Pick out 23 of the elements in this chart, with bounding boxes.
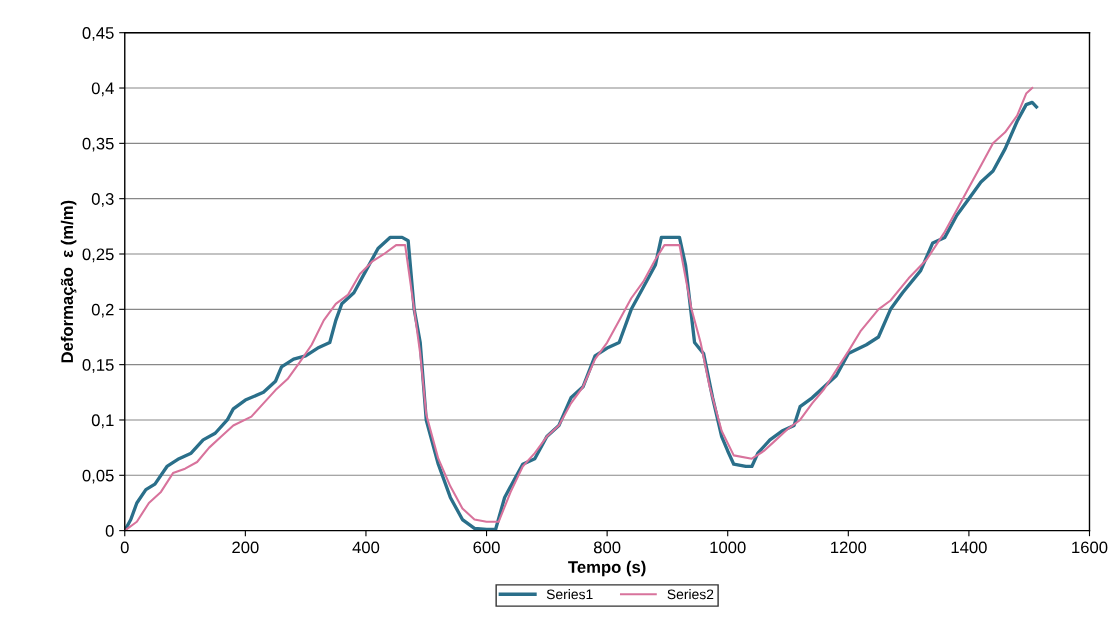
- x-axis-title: Tempo (s): [568, 560, 646, 577]
- x-tick-label: 200: [232, 541, 259, 554]
- x-tick-label: 1200: [831, 541, 867, 554]
- y-tick-label: 0: [105, 525, 114, 537]
- x-tick-label: 0: [120, 541, 129, 554]
- y-tick-label: 0,3: [91, 193, 114, 207]
- y-axis-title: Deformação ε (m/m): [60, 200, 77, 363]
- y-tick-label: 0,2: [91, 303, 114, 318]
- y-tick-label: 0,45: [82, 27, 114, 41]
- y-tick-label: 0,1: [91, 414, 114, 429]
- y-tick-label: 0,05: [82, 469, 114, 484]
- x-tick-label: 800: [593, 541, 621, 554]
- x-tick-label: 1000: [710, 541, 746, 554]
- y-tick-label: 0,25: [82, 248, 114, 263]
- y-tick-label: 0,15: [82, 359, 114, 373]
- y-tick-label: 0,4: [91, 82, 114, 97]
- y-tick-label: 0,35: [82, 137, 114, 152]
- x-tick-label: 1600: [1072, 541, 1108, 554]
- x-tick-label: 600: [473, 541, 500, 554]
- x-tick-label: 1400: [951, 541, 987, 554]
- legend-label: Series2: [667, 589, 714, 600]
- x-tick-label: 400: [352, 541, 380, 554]
- legend-label: Series1: [546, 589, 593, 600]
